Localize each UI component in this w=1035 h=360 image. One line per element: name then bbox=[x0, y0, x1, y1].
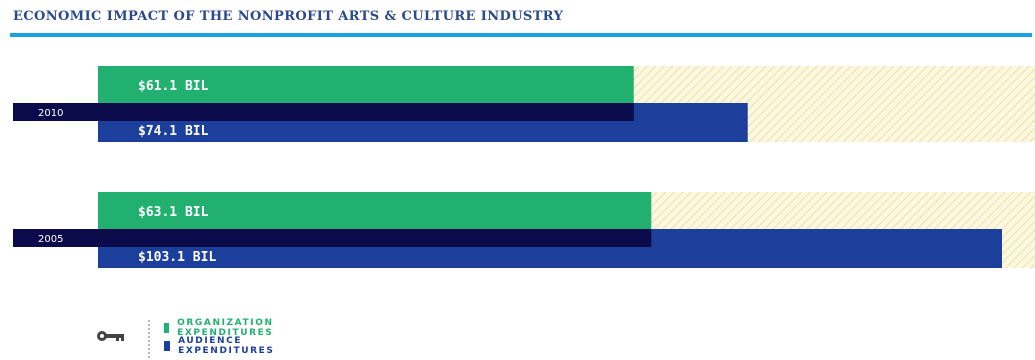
legend-item-organization: ORGANIZATION EXPENDITURES bbox=[164, 318, 278, 338]
value-label-audience-2010: $74.1 BIL bbox=[138, 124, 209, 139]
legend-swatch-audience bbox=[164, 341, 171, 351]
title-rule bbox=[10, 33, 1032, 37]
legend-item-audience: AUDIENCE EXPENDITURES bbox=[164, 336, 278, 356]
legend-swatch-organization bbox=[164, 323, 170, 333]
bar-chart: 2010 $61.1 BIL $74.1 BIL 2005 $63.1 BIL $103.… bbox=[13, 66, 1035, 268]
year-label-2010: 2010 bbox=[38, 108, 63, 119]
year-band-2010 bbox=[13, 103, 634, 121]
value-label-organization-2010: $61.1 BIL bbox=[138, 79, 209, 94]
legend-label-audience: AUDIENCE EXPENDITURES bbox=[178, 336, 275, 356]
year-label-2005: 2005 bbox=[38, 234, 63, 245]
year-band-2005 bbox=[13, 229, 652, 247]
value-label-organization-2005: $63.1 BIL bbox=[138, 205, 209, 220]
bar-organization-2005 bbox=[98, 192, 652, 229]
chart-title: ECONOMIC IMPACT OF THE NONPROFIT ARTS & … bbox=[13, 9, 564, 24]
bar-organization-2010 bbox=[98, 66, 634, 103]
value-label-audience-2005: $103.1 BIL bbox=[138, 250, 216, 265]
legend-divider bbox=[148, 320, 150, 358]
key-icon bbox=[97, 331, 124, 341]
legend-label-organization: ORGANIZATION EXPENDITURES bbox=[177, 318, 274, 338]
